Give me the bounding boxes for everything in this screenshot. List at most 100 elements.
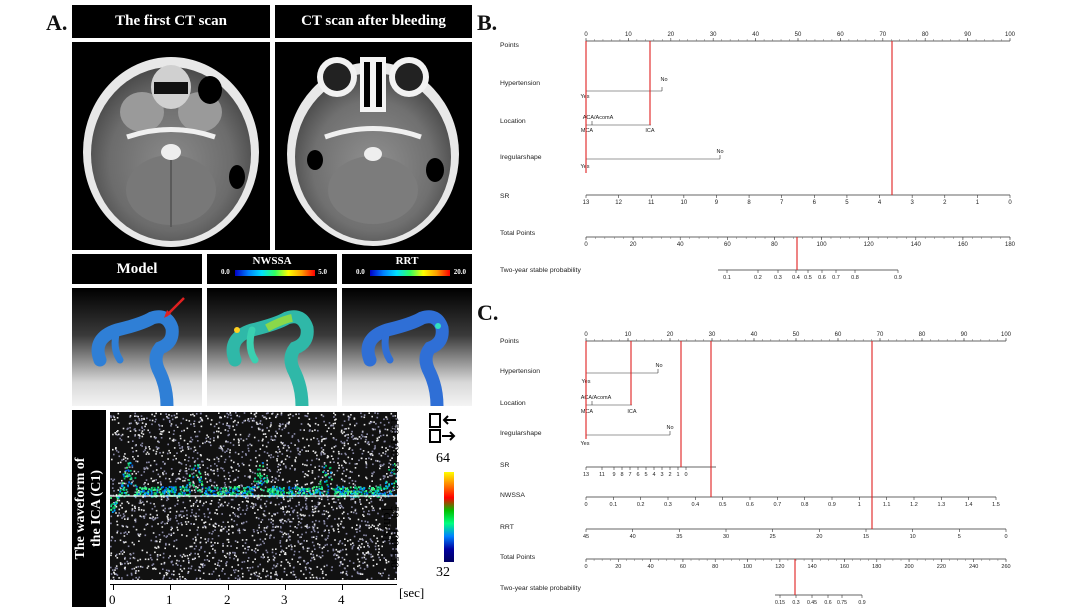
nomo-b-points-label: 20 — [667, 32, 674, 38]
nomo-b-row-label: SR — [500, 193, 510, 200]
nomo-b-total-label: 100 — [817, 242, 828, 248]
nomo-b-hyp-yes: Yes — [581, 94, 590, 100]
nwssa-min: 0.0 — [221, 268, 230, 276]
nomo-c-nwssa-label: 0.8 — [801, 502, 809, 508]
nomo-b-points-label: 10 — [625, 32, 632, 38]
nomo-c-sr-label: 4 — [652, 472, 655, 478]
nomo-c-total-label: 40 — [648, 564, 654, 570]
nomo-c-row-label: Total Points — [500, 554, 536, 561]
nomo-c-irr-no: No — [666, 425, 673, 431]
nwssa-title: NWSSA — [207, 255, 337, 267]
nomo-c-row-label: NWSSA — [500, 492, 525, 499]
nomo-b-sr-label: 10 — [681, 200, 688, 206]
waveform-color-scale — [444, 472, 454, 562]
nomo-b-total-label: 20 — [630, 242, 637, 248]
waveform-y-tick: 0 — [387, 484, 402, 490]
nomo-c-total-label: 100 — [743, 564, 752, 570]
rrt-min: 0.0 — [356, 268, 365, 276]
nomo-b-points-label: 80 — [922, 32, 929, 38]
waveform-unit-label: [cm/s] — [380, 508, 396, 541]
nomo-c-rrt-label: 40 — [630, 534, 636, 540]
nomo-c-points-label: 0 — [584, 332, 588, 338]
nomo-c-points-label: 20 — [667, 332, 674, 338]
nomo-b-row-label: Hypertension — [500, 80, 540, 87]
nomo-c-rrt-label: 0 — [1004, 534, 1007, 540]
nomo-c-sr-label: 11 — [599, 472, 605, 478]
nomo-c-sr-label: 9 — [612, 472, 615, 478]
nomo-c-prob-label: 0.3 — [792, 600, 799, 606]
waveform-x-tick: 1 — [166, 592, 173, 608]
nomo-c-nwssa-label: 0.6 — [746, 502, 754, 508]
nomo-c-total-label: 180 — [872, 564, 881, 570]
nomo-c-total-label: 80 — [712, 564, 718, 570]
nomo-b-sr-label: 3 — [910, 200, 914, 206]
nomo-c-total-label: 20 — [615, 564, 621, 570]
nomo-b-total-label: 0 — [584, 242, 588, 248]
nomo-c-row-label: RRT — [500, 524, 514, 531]
nomo-b-row-label: Points — [500, 42, 519, 49]
nomo-c-total-label: 0 — [584, 564, 587, 570]
nomo-c-row-label: Hypertension — [500, 368, 540, 375]
nomo-b-sr-label: 4 — [878, 200, 882, 206]
nomo-c-rrt-label: 25 — [770, 534, 776, 540]
nomo-b-prob-label: 0.8 — [851, 275, 859, 281]
waveform-side-label: The waveform of the ICA (C1) — [72, 410, 106, 607]
nomo-b-irr-yes: Yes — [581, 164, 590, 170]
nomo-c-sr-label: 5 — [644, 472, 647, 478]
nwssa-model-image — [207, 288, 337, 406]
nomo-c-points-label: 50 — [793, 332, 800, 338]
panel-label-a: A. — [46, 10, 67, 36]
nomo-b-prob-label: 0.9 — [894, 275, 902, 281]
nomo-b-loc-ica: ICA — [645, 128, 655, 134]
nomo-c-rrt-label: 5 — [958, 534, 961, 540]
nomo-c-prob-label: 0.6 — [824, 600, 831, 606]
nomo-b-points-label: 0 — [584, 32, 588, 38]
nomo-b-row-label: Two-year stable probability — [500, 267, 581, 274]
ct-bleed-image — [275, 42, 472, 250]
waveform-y-tick: 150 — [387, 550, 402, 568]
waveform-label-line1: The waveform of — [73, 410, 89, 607]
nomo-b-sr-label: 13 — [583, 200, 590, 206]
nwssa-gradient — [235, 270, 315, 276]
nomo-c-rrt-label: 30 — [723, 534, 729, 540]
waveform-x-axis — [110, 584, 397, 585]
nomo-b-sr-label: 6 — [813, 200, 817, 206]
ct-first-header: The first CT scan — [72, 5, 270, 38]
nomo-c-row-label: SR — [500, 462, 510, 469]
nomo-b-sr-label: 11 — [648, 200, 655, 206]
nomo-b-sr-label: 12 — [615, 200, 622, 206]
nomo-b-sr-label: 5 — [845, 200, 849, 206]
nomo-b-total-label: 40 — [677, 242, 684, 248]
doppler-spectrum — [110, 412, 397, 580]
nomo-c-loc-aca: ACA/AcomA — [581, 395, 612, 401]
nomo-b-prob-label: 0.4 — [792, 275, 800, 281]
waveform-y-tick: 50 — [387, 461, 402, 473]
nomo-b-prob-label: 0.5 — [804, 275, 812, 281]
nomo-b-total-label: 60 — [724, 242, 731, 248]
waveform-scale-top: 64 — [436, 451, 450, 467]
waveform-direction-icon — [428, 412, 458, 444]
nomo-b-points-label: 40 — [752, 32, 759, 38]
nomo-b-sr-label: 0 — [1008, 200, 1012, 206]
waveform-x-tick: 0 — [109, 592, 116, 608]
rrt-title: RRT — [342, 255, 472, 267]
nomo-b-row-label: Location — [500, 118, 526, 125]
nomo-c-nwssa-label: 0.4 — [692, 502, 700, 508]
nomo-b-points-label: 30 — [710, 32, 717, 38]
waveform-label-line2: the ICA (C1) — [89, 410, 105, 607]
nomo-c-row-label: Points — [500, 338, 519, 345]
nomo-b-points-label: 50 — [795, 32, 802, 38]
nomogram-b: PointsHypertensionLocationIregularshapeS… — [490, 25, 1030, 325]
nomo-c-nwssa-label: 1.3 — [938, 502, 946, 508]
rrt-model-image — [342, 288, 472, 406]
nomo-b-total-label: 140 — [911, 242, 922, 248]
waveform-x-tickmark — [285, 584, 286, 590]
nomo-b-sr-label: 1 — [976, 200, 980, 206]
waveform-y-tick: 100 — [387, 439, 402, 457]
waveform-y-tick: 150 — [387, 417, 402, 435]
nomo-b-irr-no: No — [716, 149, 723, 155]
nomo-b-prob-label: 0.7 — [832, 275, 840, 281]
nwssa-max: 5.0 — [318, 268, 327, 276]
nwssa-colorbar: NWSSA 0.0 5.0 — [207, 254, 337, 284]
rrt-colorbar: RRT 0.0 20.0 — [342, 254, 472, 284]
